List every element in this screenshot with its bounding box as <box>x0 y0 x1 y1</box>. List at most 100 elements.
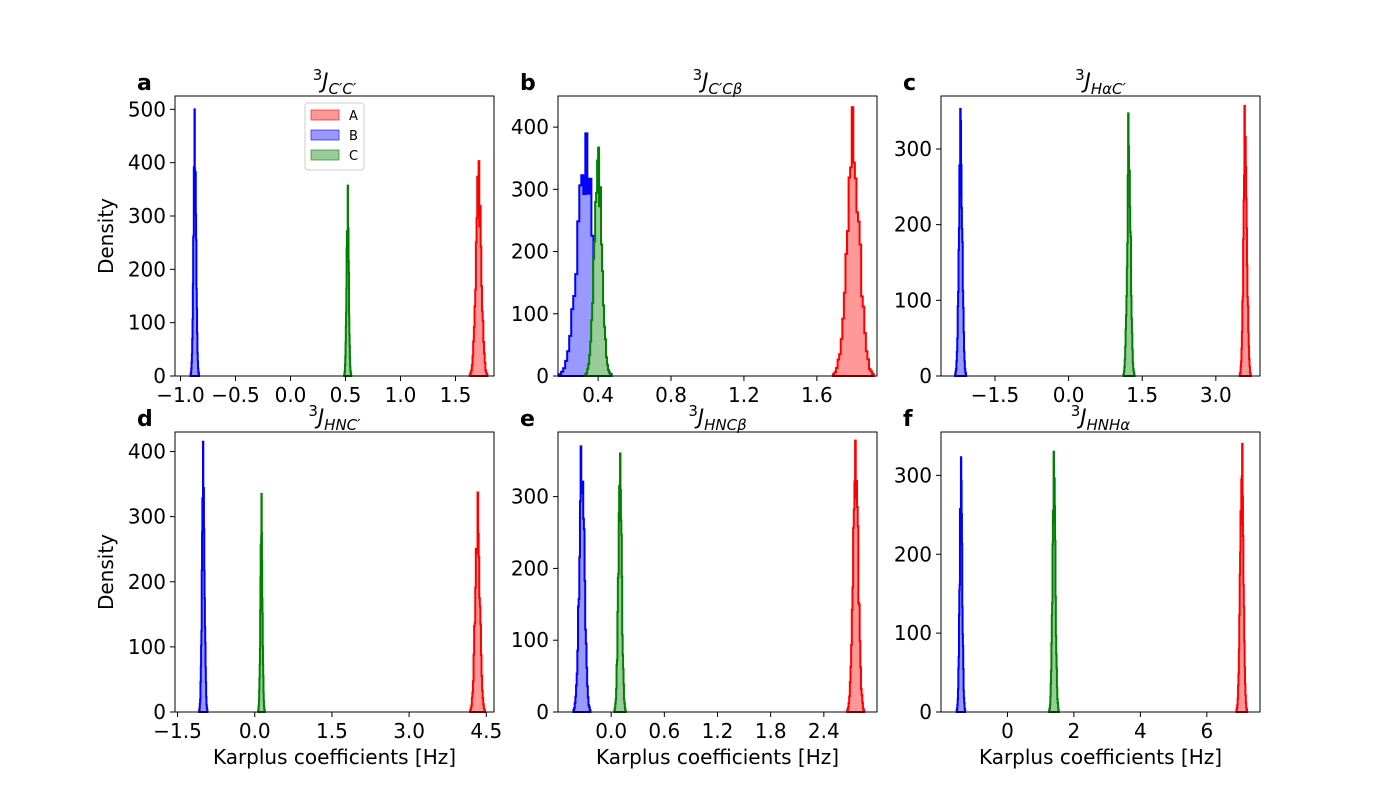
panel-b: 0.4 0.8 1.2 1.6 0 100 200 300 400 b 3JC′Cβ <box>511 66 878 407</box>
y-tick-label: 400 <box>128 440 166 464</box>
x-tick-label: 0 <box>1001 719 1014 743</box>
y-tick-label: 100 <box>128 311 166 335</box>
x-tick-label: −1.0 <box>156 383 205 407</box>
y-tick-label: 100 <box>894 288 932 312</box>
x-tick-label: −0.5 <box>211 383 260 407</box>
y-tick-label: 200 <box>894 213 932 237</box>
y-tick-label: 300 <box>128 204 166 228</box>
hist-fill-C-b <box>585 147 611 376</box>
axes-frame <box>174 431 495 713</box>
x-tick-label: 1.2 <box>702 719 734 743</box>
x-tick-label: 0.8 <box>655 383 687 407</box>
x-tick-label: 1.5 <box>1126 383 1158 407</box>
y-tick-label: 400 <box>128 151 166 175</box>
y-axis-label: Density <box>94 534 118 610</box>
legend-swatch-B <box>310 129 340 141</box>
axes-frame <box>557 431 878 713</box>
panel-c: −1.5 0.0 1.5 3.0 0 100 200 300 c 3JHαC′ <box>894 66 1261 407</box>
x-tick-label: 4 <box>1134 719 1147 743</box>
hist-fill-C-c <box>1123 113 1135 376</box>
panel-letter: c <box>903 71 916 96</box>
x-tick-label: −1.5 <box>971 383 1020 407</box>
y-tick-label: 0 <box>153 364 166 388</box>
hist-fill-C-e <box>614 453 626 712</box>
y-tick-label: 0 <box>919 700 932 724</box>
x-tick-label: −1.5 <box>153 719 202 743</box>
hist-line-C-d <box>257 492 266 713</box>
hist-line-A-e <box>846 439 866 713</box>
y-tick-label: 100 <box>128 635 166 659</box>
x-axis-label: Karplus coefficients [Hz] <box>979 745 1222 769</box>
y-tick-label: 300 <box>511 485 549 509</box>
x-tick-label: 0.0 <box>275 383 307 407</box>
x-tick-label: 0.0 <box>595 719 627 743</box>
x-tick-label: 1.5 <box>440 383 472 407</box>
x-axis-label: Karplus coefficients [Hz] <box>596 745 839 769</box>
hist-line-B-c <box>954 107 968 377</box>
panel-letter: e <box>520 407 535 432</box>
hist-line-C-b <box>584 146 612 377</box>
x-tick-label: 0.5 <box>330 383 362 407</box>
y-tick-label: 300 <box>511 177 549 201</box>
y-tick-label: 200 <box>128 570 166 594</box>
legend-swatch-C <box>310 149 340 161</box>
x-tick-label: 0.6 <box>648 719 680 743</box>
y-tick-label: 0 <box>919 364 932 388</box>
y-tick-label: 500 <box>128 97 166 121</box>
y-tick-label: 0 <box>536 700 549 724</box>
hist-line-A-c <box>1238 104 1252 377</box>
x-tick-label: 1.5 <box>316 719 348 743</box>
panel-letter: d <box>137 407 153 432</box>
y-tick-label: 400 <box>511 115 549 139</box>
y-tick-label: 300 <box>894 463 932 487</box>
axes-frame <box>940 95 1261 377</box>
hist-line-A-d <box>469 491 486 713</box>
y-tick-label: 200 <box>511 240 549 264</box>
x-tick-label: 1.8 <box>755 719 787 743</box>
x-tick-label: 0.0 <box>239 719 271 743</box>
x-tick-label: 3.0 <box>393 719 425 743</box>
y-tick-label: 300 <box>128 505 166 529</box>
hist-line-A-b <box>831 106 875 377</box>
legend-label-B: B <box>349 129 358 144</box>
y-tick-label: 300 <box>894 137 932 161</box>
y-tick-label: 100 <box>511 302 549 326</box>
hist-line-C-f <box>1048 450 1060 713</box>
axes-frame <box>940 431 1261 713</box>
panel-title: 3JC′C′ <box>313 66 357 98</box>
y-axis-label: Density <box>94 198 118 274</box>
x-tick-label: 0.0 <box>1053 383 1085 407</box>
legend-swatch-A <box>310 109 340 121</box>
y-tick-label: 0 <box>536 364 549 388</box>
hist-line-B-e <box>572 445 592 713</box>
x-tick-label: 1.2 <box>728 383 760 407</box>
panel-title: 3JHNC′ <box>308 402 361 434</box>
legend: ABC <box>304 102 365 171</box>
x-tick-label: 4.5 <box>470 719 502 743</box>
y-tick-label: 200 <box>894 542 932 566</box>
hist-line-C-c <box>1122 112 1136 377</box>
panel-title: 3JHαC′ <box>1075 66 1126 98</box>
hist-line-B-d <box>198 440 209 713</box>
panel-title: 3JC′Cβ <box>693 66 743 98</box>
y-tick-label: 200 <box>128 257 166 281</box>
x-tick-label: 1.0 <box>385 383 417 407</box>
hist-fill-C-d <box>258 493 265 712</box>
x-tick-label: 0.4 <box>582 383 614 407</box>
y-tick-label: 200 <box>511 556 549 580</box>
hist-line-C-a <box>343 184 353 377</box>
x-tick-label: 6 <box>1200 719 1213 743</box>
y-tick-label: 100 <box>894 621 932 645</box>
panel-e: 0.0 0.6 1.2 1.8 2.4 0 100 200 300 e 3JHNCβ Karplus … <box>511 402 878 769</box>
y-tick-label: 0 <box>153 700 166 724</box>
hist-line-B-a <box>189 108 201 377</box>
axes-frame <box>174 95 495 377</box>
x-tick-label: 1.6 <box>801 383 833 407</box>
panel-d: −1.5 0.0 1.5 3.0 4.5 0 100 200 300 400 d 3JHNC′ Karp… <box>94 402 502 769</box>
panel-letter: a <box>137 71 152 96</box>
x-tick-label: 2 <box>1068 719 1081 743</box>
hist-line-C-e <box>613 452 627 713</box>
legend-label-A: A <box>349 109 358 124</box>
